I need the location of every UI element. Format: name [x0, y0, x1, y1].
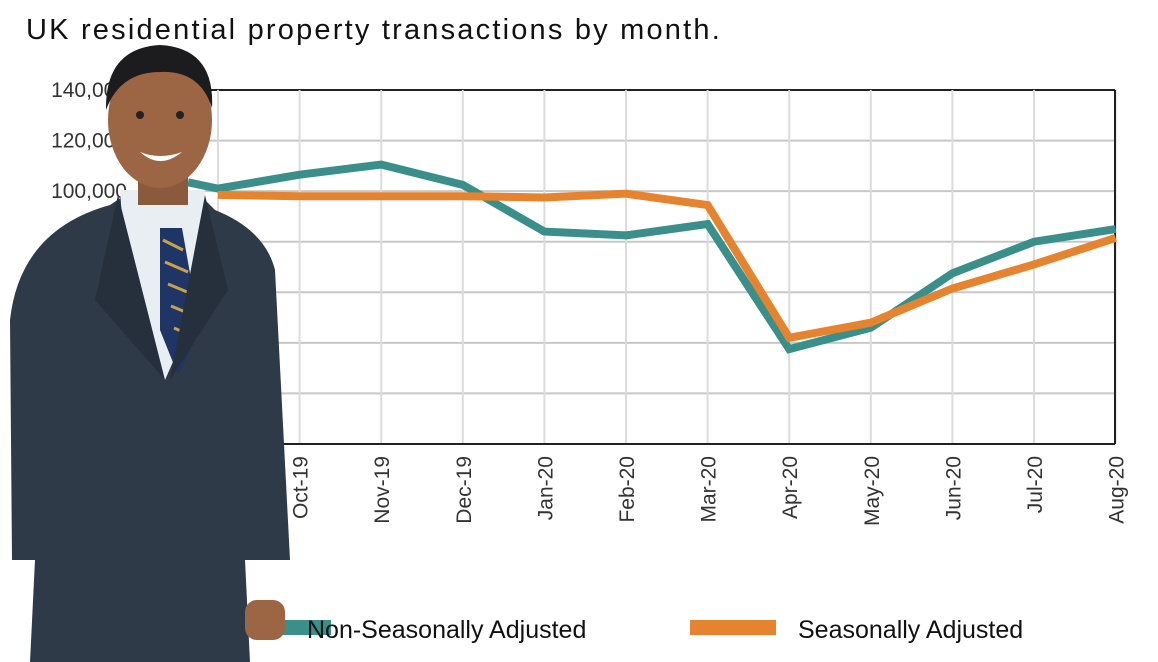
eye	[136, 111, 144, 119]
legend-label: Seasonally Adjusted	[798, 616, 1023, 644]
chart-title: UK residential property transactions by …	[26, 14, 722, 46]
y-tick-label: 100,000	[51, 180, 127, 203]
eye	[176, 111, 184, 119]
x-tick-label: Dec-19	[453, 456, 476, 524]
x-tick-label: May-20	[861, 456, 884, 526]
x-tick-label: Jan-20	[534, 456, 557, 520]
y-tick-label: 120,000	[51, 130, 127, 153]
right-lapel	[170, 195, 228, 380]
series-line-non-seasonally-adjusted	[187, 160, 1117, 354]
x-tick-label: Mar-20	[698, 456, 721, 523]
face	[108, 52, 212, 188]
legend-swatch	[690, 620, 776, 635]
x-tick-label: Aug-20	[1106, 456, 1129, 524]
legend-label: Non-Seasonally Adjusted	[307, 616, 586, 644]
left-lapel	[95, 195, 165, 380]
x-tick-label: Nov-19	[371, 456, 394, 524]
x-tick-label: Jun-20	[942, 456, 965, 520]
hair	[105, 45, 213, 110]
suit-jacket	[10, 195, 290, 662]
person-photo	[10, 45, 290, 662]
series-line-seasonally-adjusted	[217, 189, 1117, 343]
x-tick-label: Feb-20	[616, 456, 639, 523]
hand	[245, 600, 285, 640]
x-tick-label: Jul-20	[1024, 456, 1047, 513]
smile	[140, 152, 182, 161]
tie-stripes	[162, 238, 198, 340]
x-tick-label: Oct-19	[290, 456, 313, 519]
x-tick-label: Apr-20	[779, 456, 802, 519]
